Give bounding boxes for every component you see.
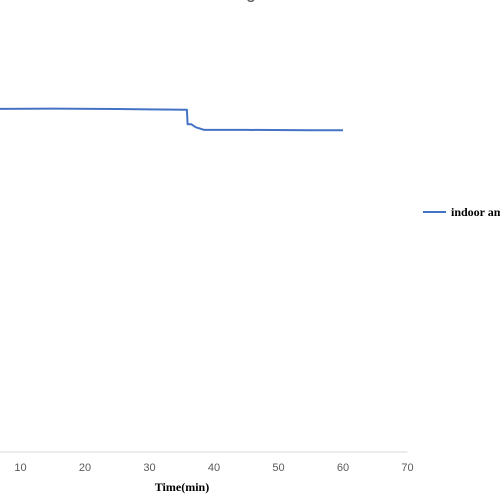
x-tick-label: 60 (337, 462, 349, 474)
series-line (0, 107, 343, 132)
x-tick-label: 50 (272, 462, 284, 474)
legend: indoor am (423, 205, 500, 219)
x-tick-label: 20 (79, 462, 91, 474)
x-tick-label: 10 (14, 462, 26, 474)
x-axis-title: Time(min) (155, 480, 209, 494)
x-tick-label: 30 (143, 462, 155, 474)
series-layer (0, 107, 343, 132)
chart-title-fragment: g (246, 0, 256, 2)
plot-area: 10 20 30 40 50 60 70 (0, 107, 414, 474)
x-axis-ticks: 10 20 30 40 50 60 70 (14, 462, 413, 474)
x-tick-label: 70 (401, 462, 413, 474)
x-tick-label: 40 (208, 462, 220, 474)
legend-label: indoor am (451, 205, 500, 219)
